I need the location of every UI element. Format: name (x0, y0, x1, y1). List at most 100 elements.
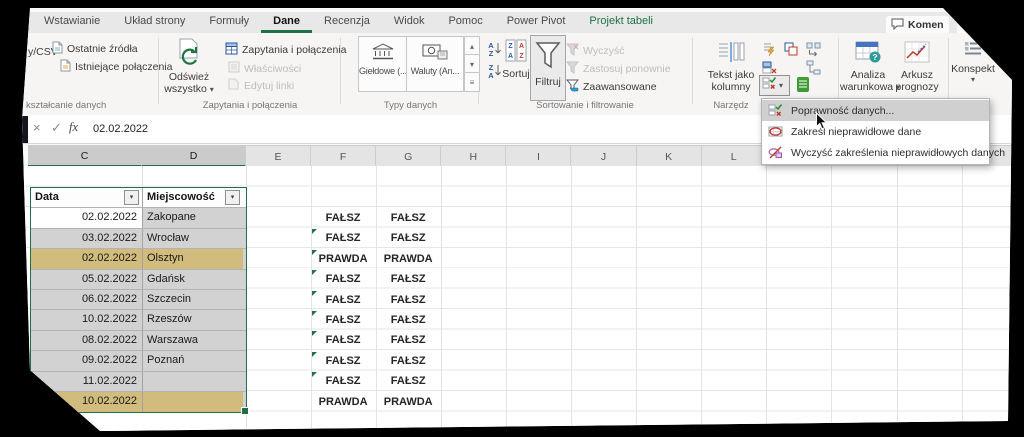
dropdown-arrow-icon: ▾ (896, 83, 901, 92)
mark-invalid-icon (768, 124, 783, 139)
forecast-label-1: Arkusz (900, 69, 934, 81)
gallery-up-button[interactable]: ▴ (464, 36, 480, 56)
cell-city[interactable]: Gdańsk (147, 272, 185, 285)
refresh-label-2: wszystko (164, 83, 207, 95)
tab-recenzja[interactable]: Recenzja (324, 15, 370, 27)
cell-date[interactable]: 09.02.2022 (31, 351, 143, 371)
menu-item-wyczyść-zakreślenia-[interactable]: Wyczyść zakreślenia nieprawidłowych dany… (762, 142, 1005, 163)
column-header-c[interactable]: C (28, 146, 142, 167)
gridline (831, 166, 833, 431)
recent-sources-button[interactable]: Ostatnie źródła (52, 41, 138, 57)
cell-city[interactable]: Poznań (147, 354, 185, 367)
cell-city[interactable]: Zakopane (147, 211, 196, 224)
dropdown-arrow-icon: ▾ (209, 85, 214, 94)
table-row: 02.02.2022 Zakopane (31, 207, 246, 228)
fill-handle[interactable] (241, 407, 249, 415)
menu-item-zakreśl-nieprawidłow[interactable]: Zakreśl nieprawidłowe dane (762, 121, 989, 142)
tab-wstawianie[interactable]: Wstawianie (44, 15, 101, 27)
cell-date[interactable]: 10.02.2022 (31, 310, 143, 330)
data-model-icon[interactable] (796, 76, 810, 98)
cancel-icon[interactable]: × (33, 120, 41, 135)
data-validation-split-button[interactable]: ▾ (759, 75, 790, 96)
tab-widok[interactable]: Widok (393, 15, 425, 27)
from-text-csv-button[interactable]: y/CSV (28, 46, 58, 58)
column-header-l[interactable]: L (701, 146, 767, 167)
gridline (310, 166, 312, 431)
cell-date[interactable]: 02.02.2022 (31, 208, 143, 228)
flash-fill-icon[interactable] (762, 42, 777, 62)
cell-date[interactable]: 02.02.2022 (31, 249, 143, 269)
menu-item-poprawność-danych-[interactable]: Poprawność danych... (762, 100, 989, 121)
enter-icon[interactable]: ✓ (51, 120, 62, 135)
edit-links-icon (228, 78, 240, 93)
cell-city[interactable]: Wrocław (147, 231, 189, 244)
tab-projekt-tabeli[interactable]: Projekt tabeli (589, 15, 653, 27)
funnel-advanced-icon (565, 79, 580, 95)
gridline (896, 166, 898, 431)
forecast-sheet-button[interactable]: Arkusz prognozy (892, 40, 942, 93)
filter-label: Filtruj (535, 76, 561, 88)
column-header-f[interactable]: F (311, 146, 377, 167)
cell-date[interactable]: 10.02.2022 (31, 392, 143, 412)
currencies-data-type-button[interactable]: Waluty (An... (406, 36, 464, 92)
comments-button[interactable]: Komen (886, 16, 949, 34)
tab-pomoc[interactable]: Pomoc (448, 15, 483, 27)
filter-button[interactable]: Filtruj (530, 35, 566, 101)
gridline (701, 166, 703, 431)
clear-filter-label: Wyczyść (583, 45, 625, 57)
formula-bar-value[interactable]: 02.02.2022 (93, 123, 149, 135)
consolidate-icon[interactable] (806, 42, 821, 62)
column-header-i[interactable]: I (506, 146, 572, 167)
column-header-e[interactable]: E (246, 146, 312, 167)
gallery-more-button[interactable]: ≡ (464, 72, 480, 92)
existing-connections-button[interactable]: Istniejące połączenia (60, 59, 172, 75)
cell-city[interactable]: Szczecin (147, 292, 192, 305)
tab-formuły[interactable]: Formuły (209, 15, 250, 27)
cell-date[interactable]: 03.02.2022 (31, 228, 143, 249)
gallery-down-button[interactable]: ▾ (464, 54, 480, 74)
column-header-g[interactable]: G (376, 146, 442, 167)
data-validation-alt-icon[interactable] (762, 60, 777, 80)
cell-city[interactable]: Rzeszów (147, 313, 192, 326)
table-row: 03.02.2022 Wrocław (31, 227, 246, 249)
cell-date[interactable]: 06.02.2022 (31, 289, 143, 310)
cell-date[interactable]: 05.02.2022 (31, 269, 143, 289)
text-to-columns-label-1: Tekst jako (707, 69, 755, 81)
tab-power-pivot[interactable]: Power Pivot (506, 15, 566, 27)
cell-city[interactable]: Olsztyn (143, 249, 243, 269)
filter-dropdown-button[interactable]: ▾ (124, 189, 139, 205)
outline-button[interactable]: Konspekt ▾ (948, 40, 998, 84)
remove-duplicates-icon[interactable] (784, 42, 799, 62)
tab-dane[interactable]: Dane (261, 12, 313, 33)
validation-menu: Poprawność danych... Zakreśl nieprawidłow… (761, 98, 1005, 165)
stocks-data-type-button[interactable]: Giełdowe (... (358, 36, 407, 92)
column-header-j[interactable]: J (571, 146, 637, 167)
cell-city[interactable] (143, 392, 243, 412)
column-header-d[interactable]: D (142, 146, 246, 167)
cell-city[interactable]: Warszawa (147, 333, 198, 346)
fx-button[interactable]: fx (69, 120, 79, 134)
column-header-h[interactable]: H (441, 146, 507, 167)
cell-date[interactable]: 08.02.2022 (31, 330, 143, 351)
clear-marks-icon (768, 145, 783, 160)
tab-układ-strony[interactable]: Układ strony (124, 15, 186, 27)
filter-dropdown-button[interactable]: ▾ (225, 189, 240, 205)
cell-city[interactable] (143, 372, 243, 391)
table-header-city[interactable]: Miejscowość ▾ (143, 188, 243, 207)
cell-date[interactable]: 11.02.2022 (31, 371, 143, 392)
advanced-filter-label: Zaawansowane (583, 81, 657, 93)
column-header-k[interactable]: K (636, 146, 702, 167)
relationships-icon[interactable] (806, 60, 821, 80)
queries-connections-button[interactable]: Zapytania i połączenia (225, 42, 346, 58)
what-if-icon: ? (840, 40, 896, 69)
table-header-data[interactable]: Data ▾ (31, 187, 143, 208)
refresh-all-button[interactable]: Odśwież wszystko ▾ (163, 38, 215, 96)
what-if-analysis-button[interactable]: ? Analiza warunkowa ▾ (840, 40, 900, 94)
text-to-columns-button[interactable]: Tekst jako kolumny (702, 40, 760, 93)
advanced-filter-button[interactable]: Zaawansowane (565, 79, 657, 95)
table-row: 09.02.2022 Poznań (31, 350, 246, 371)
